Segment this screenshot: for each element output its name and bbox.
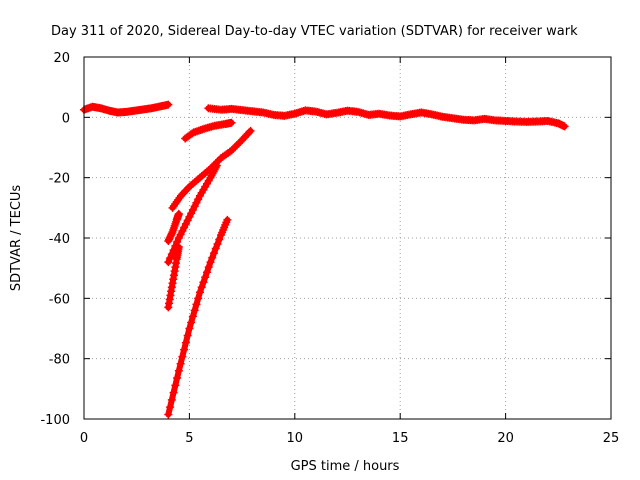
data-point [188,205,197,214]
data-point [185,212,194,221]
series-arc-5 [164,243,183,312]
series-arc-2 [168,126,255,212]
x-tick-label: 10 [287,431,304,446]
data-point [192,300,201,309]
data-point [197,283,206,292]
data-point [164,410,173,419]
series-main-track-2 [204,104,569,131]
data-point [171,381,180,390]
data-point [187,209,196,218]
series-arc-6 [164,215,232,419]
data-point [176,230,185,239]
data-point [199,278,208,287]
data-point [204,263,213,272]
y-tick-label: 0 [62,111,70,126]
x-axis-label: GPS time / hours [291,459,400,474]
y-tick-label: -40 [49,232,70,247]
data-point [560,122,569,131]
data-point [173,374,182,383]
data-point [209,249,218,258]
data-point [178,226,187,235]
data-point [185,324,194,333]
x-axis: 0 5 10 15 20 25 [80,57,619,446]
data-point [213,240,222,249]
x-tick-label: 0 [80,431,88,446]
data-point [208,253,217,262]
data-point [167,395,176,404]
data-point [190,202,199,211]
data-point [188,312,197,321]
data-point [187,318,196,327]
data-point [211,244,220,253]
data-point [174,234,183,242]
y-tick-label: -100 [40,413,70,428]
data-point [227,146,236,155]
data-point [201,273,210,282]
x-tick-label: 15 [392,431,409,446]
data-point [164,258,173,267]
data-point [227,118,236,127]
y-axis-label: SDTVAR / TECUs [9,185,24,292]
data-point [183,216,192,225]
x-tick-label: 5 [185,431,193,446]
data-point [194,195,203,204]
data-point [206,258,215,267]
data-point [174,209,183,218]
data-point [174,366,183,375]
data-point [176,359,185,368]
data-point [245,128,254,137]
data-point [229,144,238,153]
data-point [180,345,189,354]
data-point [194,294,203,303]
data-point [167,250,176,259]
data-point [178,352,187,361]
data-point [164,100,173,109]
y-axis: -100 -80 -60 -40 -20 0 20 [40,51,611,428]
data-point [180,223,189,232]
y-tick-label: -60 [49,292,70,307]
data-point [231,142,240,151]
data-point [169,388,178,397]
data-point [195,288,204,297]
data-point [234,139,243,148]
y-tick-label: -80 [49,353,70,368]
data-point [183,331,192,340]
x-tick-label: 20 [497,431,514,446]
data-point [215,235,224,244]
data-point [223,215,232,224]
y-tick-label: 20 [53,51,70,66]
data-point [166,254,175,263]
data-point [212,161,221,170]
data-point [166,403,175,412]
x-tick-label: 25 [603,431,620,446]
series-arc-1 [181,118,236,143]
data-point [202,268,211,277]
y-tick-label: -20 [49,172,70,187]
data-point [246,126,255,135]
data-point [192,198,201,207]
data-point [190,306,199,315]
data-marks [80,100,569,419]
series-main-track-1 [80,100,173,117]
chart-title: Day 311 of 2020, Sidereal Day-to-day VTE… [51,24,578,39]
series-arc-4 [164,161,221,267]
data-point [232,141,241,150]
data-point [181,219,190,228]
series-arc-3 [164,209,183,246]
data-point [181,338,190,347]
data-point [174,243,183,252]
